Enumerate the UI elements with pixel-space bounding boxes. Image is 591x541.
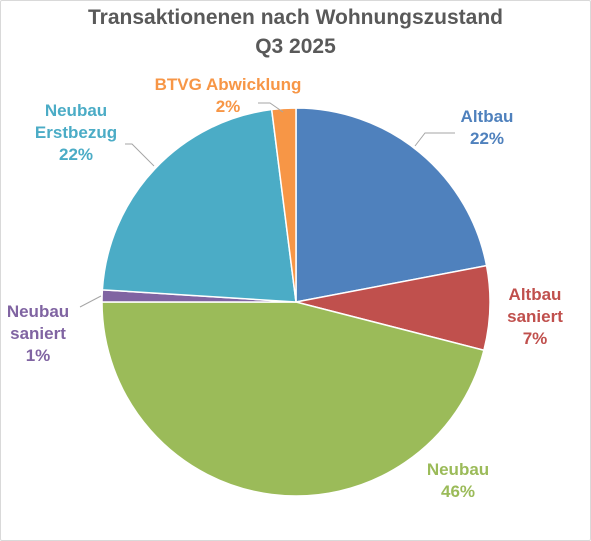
data-label-neubau-saniert: Neubau saniert 1% <box>7 302 69 365</box>
chart-title: Transaktionenen nach Wohnungszustand <box>88 6 503 29</box>
leader-line-btvg-abwicklung <box>258 102 284 113</box>
data-label-altbau: Altbau 22% <box>461 107 514 148</box>
slice-neubau-erstbezug <box>101 108 297 303</box>
slice-altbau <box>295 107 488 303</box>
leader-line-neubau-erstbezug <box>125 143 155 167</box>
leader-line-altbau <box>414 132 455 147</box>
slice-neubau <box>101 301 485 497</box>
slice-btvg-abwicklung <box>270 107 297 303</box>
chart-subtitle: Q3 2025 <box>255 35 336 58</box>
data-label-altbau-saniert: Altbau saniert 7% <box>507 285 563 348</box>
leader-line-neubau-saniert <box>79 295 102 308</box>
data-label-btvg-abwicklung: BTVG Abwicklung 2% <box>155 75 302 116</box>
data-label-neubau-erstbezug: Neubau Erstbezug 22% <box>35 101 117 164</box>
data-label-neubau: Neubau 46% <box>427 460 489 501</box>
